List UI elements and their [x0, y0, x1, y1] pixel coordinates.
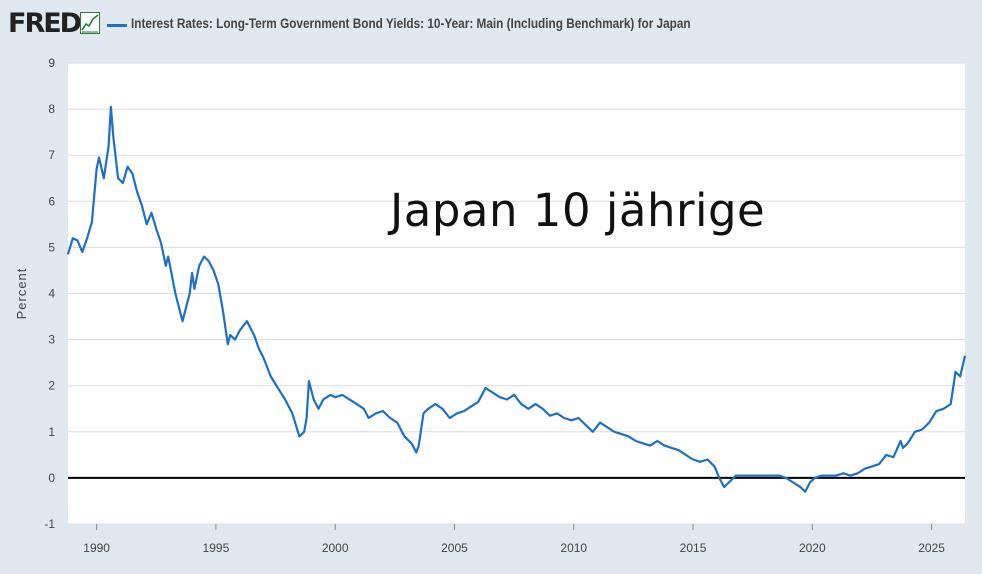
y-tick-label: 9: [48, 56, 55, 70]
x-tick-label: 1990: [83, 541, 110, 555]
y-tick-label: 6: [48, 194, 55, 208]
y-axis-ticks: -1 0 1 2 3 4 5 6 7 8 9: [44, 56, 55, 531]
x-tick-label: 2010: [560, 541, 587, 555]
series-line[interactable]: [66, 105, 967, 493]
overlay-title: Japan 10 jährige: [390, 184, 766, 237]
y-tick-label: 3: [48, 333, 55, 347]
x-tick-label: 2015: [680, 541, 707, 555]
x-tick-label: 2020: [799, 541, 826, 555]
trend-line-icon: [80, 12, 100, 34]
y-tick-label: 8: [48, 102, 55, 116]
x-tick-label: 2000: [322, 541, 349, 555]
legend-series-label[interactable]: Interest Rates: Long-Term Government Bon…: [131, 16, 691, 31]
x-tick-label: 2025: [918, 541, 945, 555]
y-axis-label: Percent: [14, 268, 29, 320]
chart-header: FRED Interest Rates: Long-Term Governmen…: [0, 0, 982, 46]
y-tick-label: 7: [48, 148, 55, 162]
grid-lines: [68, 62, 965, 525]
legend-swatch: [107, 24, 127, 27]
fred-logo[interactable]: FRED: [8, 8, 82, 39]
x-axis-ticks: 1990 1995 2000 2005 2010 2015 2020 2025: [83, 524, 945, 555]
y-tick-label: 5: [48, 240, 55, 254]
y-tick-label: 0: [48, 471, 55, 485]
y-tick-label: 4: [48, 287, 55, 301]
x-tick-label: 2005: [441, 541, 468, 555]
y-tick-label: 1: [48, 425, 55, 439]
y-tick-label: -1: [44, 517, 55, 531]
x-tick-label: 1995: [203, 541, 230, 555]
y-tick-label: 2: [48, 379, 55, 393]
